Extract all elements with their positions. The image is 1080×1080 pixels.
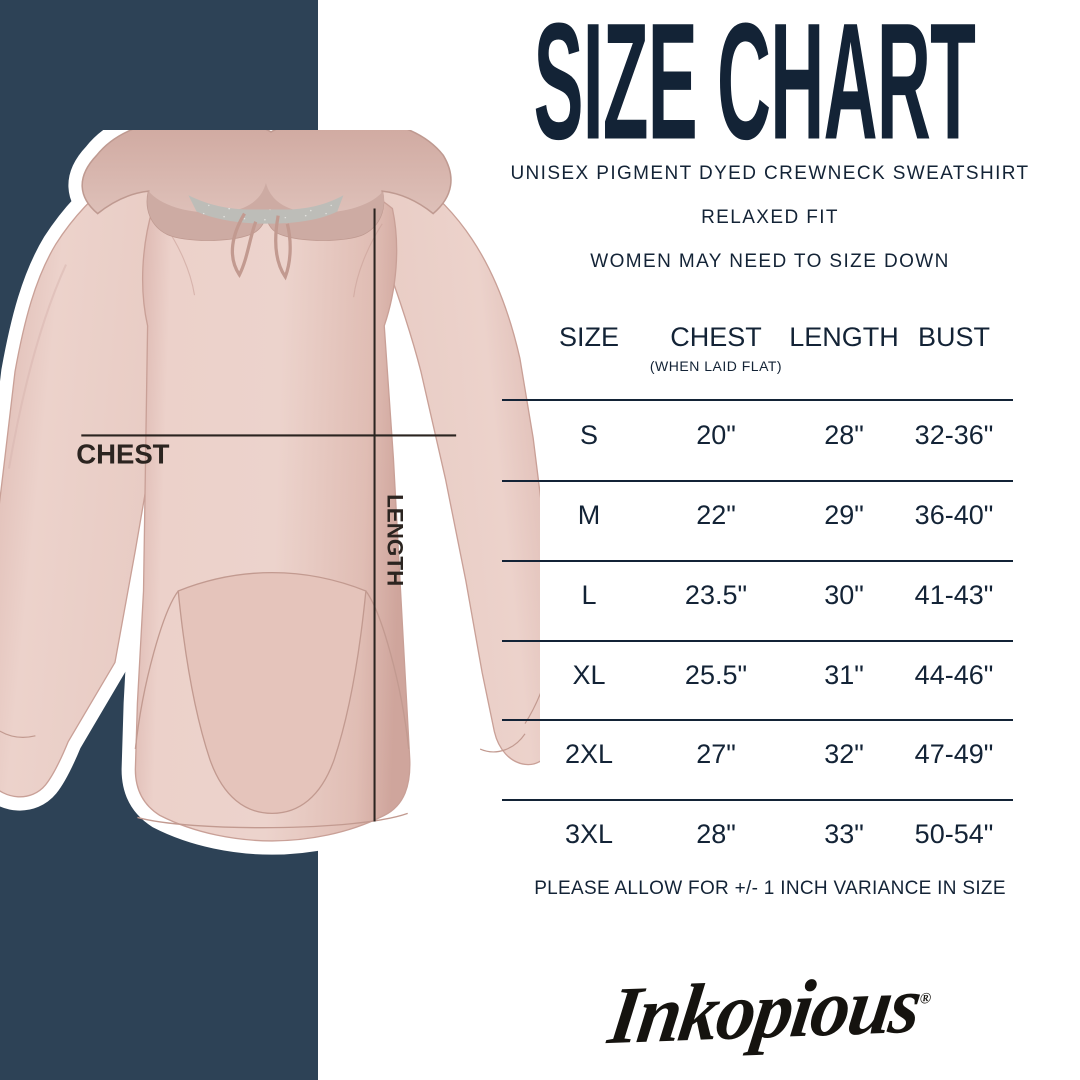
svg-text:CHEST: CHEST: [76, 439, 169, 470]
svg-text:LENGTH: LENGTH: [382, 494, 407, 586]
